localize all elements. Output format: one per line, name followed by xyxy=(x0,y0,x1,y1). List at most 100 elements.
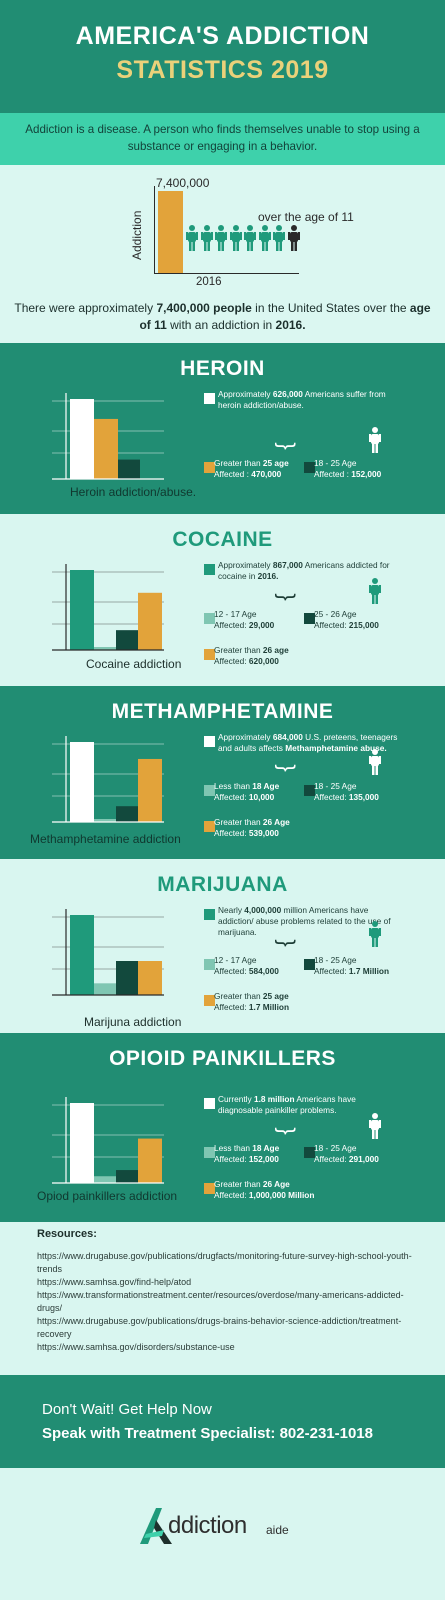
section-opioid-painkillers: OPIOID PAINKILLERS Opiod painkillers addi… xyxy=(0,1033,445,1222)
legend-item: Greater than 25 age Affected : 470,000 xyxy=(214,458,289,480)
legend-square-total xyxy=(204,393,215,404)
section-bar-chart xyxy=(46,391,166,481)
legend-group: 18 - 25 Age xyxy=(314,781,379,792)
legend-label-bold: 26 age xyxy=(262,645,289,655)
legend-label: Greater than xyxy=(214,645,263,655)
chart-bar xyxy=(116,806,138,822)
legend-item: 18 - 25 Age Affected: 1.7 Million xyxy=(314,955,389,977)
description-part: Currently xyxy=(218,1094,254,1104)
cta-banner: Don't Wait! Get Help Now Speak with Trea… xyxy=(0,1375,445,1468)
chart-svg xyxy=(52,736,164,823)
chart-caption: Heroin addiction/abuse. xyxy=(70,485,197,499)
legend-affected-label: Affected: xyxy=(214,1154,249,1164)
brace-icon: } xyxy=(274,939,300,947)
person-icon xyxy=(200,225,213,251)
legend-label: Greater than xyxy=(214,817,263,827)
legend-affected-value: 291,000 xyxy=(348,1154,379,1164)
resource-link[interactable]: https://www.drugabuse.gov/publications/d… xyxy=(37,1316,402,1339)
chart-caption: Opiod painkillers addiction xyxy=(37,1189,178,1203)
resource-link[interactable]: https://www.drugabuse.gov/publications/d… xyxy=(37,1251,412,1274)
legend-label: Greater than xyxy=(214,1179,263,1189)
logo-a-icon xyxy=(140,1508,172,1544)
legend-affected-value: 152,000 xyxy=(248,1154,279,1164)
legend-affected-label: Affected: xyxy=(214,620,249,630)
section-methamphetamine: METHAMPHETAMINE Methamphetamine addiction… xyxy=(0,686,445,859)
person-icon xyxy=(287,225,300,251)
chart-caption: Cocaine addiction xyxy=(86,657,182,671)
legend-item: 18 - 25 Age Affected: 291,000 xyxy=(314,1143,379,1165)
logo-wordmark: ddiction xyxy=(168,1512,247,1539)
section-title: HEROIN xyxy=(180,357,265,380)
person-icon xyxy=(369,1113,381,1139)
resource-link[interactable]: https://www.transformationstreatment.cen… xyxy=(37,1290,404,1313)
person-icon xyxy=(186,225,198,251)
legend-square xyxy=(204,649,215,660)
description-part: 2016. xyxy=(257,571,279,581)
legend-affected-value: 29,000 xyxy=(248,620,275,630)
resource-link[interactable]: https://www.samhsa.gov/find-help/atod xyxy=(37,1277,192,1287)
resource-link[interactable]: https://www.samhsa.gov/disorders/substan… xyxy=(37,1342,235,1352)
legend-label: 18 - 25 Age xyxy=(314,1143,357,1153)
legend-affected-label: Affected: xyxy=(314,966,349,976)
legend-affected: Affected: 539,000 xyxy=(214,828,290,839)
overview-axis-label: Addiction xyxy=(130,210,144,260)
section-description: Currently 1.8 million Americans have dia… xyxy=(218,1094,400,1116)
chart-bar xyxy=(138,758,162,822)
overview-bar-value: 7,400,000 xyxy=(156,176,210,190)
overview-people-label: over the age of 11 xyxy=(258,210,354,224)
summary-bold-3: 2016. xyxy=(275,318,306,332)
header: AMERICA'S ADDICTION STATISTICS 2019 xyxy=(0,0,445,113)
summary-mid-2: with an addiction in xyxy=(166,318,276,332)
legend-label-bold: 25 age xyxy=(262,458,289,468)
section-cocaine: COCAINE Cocaine addiction Approximately 86… xyxy=(0,514,445,686)
chart-bar xyxy=(94,647,116,650)
legend-item: Greater than 26 Age Affected: 1,000,000 M… xyxy=(214,1179,314,1201)
legend-affected-label: Affected : xyxy=(314,469,352,479)
section-bar-chart xyxy=(46,1095,166,1185)
legend-affected: Affected : 470,000 xyxy=(214,469,289,480)
chart-bar xyxy=(94,1176,116,1183)
legend-square xyxy=(304,785,315,796)
legend-affected: Affected: 29,000 xyxy=(214,620,274,631)
description-part: Americans suffer from heroin addiction/a… xyxy=(218,389,386,410)
person-icon xyxy=(229,225,242,251)
legend-label-bold: 18 Age xyxy=(252,781,280,791)
overview-summary: There were approximately 7,400,000 peopl… xyxy=(12,300,433,334)
legend-label: 25 - 26 Age xyxy=(314,609,357,619)
legend-label-bold: 18 Age xyxy=(252,1143,280,1153)
legend-affected-value: 584,000 xyxy=(248,966,279,976)
legend-affected: Affected: 152,000 xyxy=(214,1154,279,1165)
overview-y-axis xyxy=(154,186,155,274)
legend-group: Greater than 25 age xyxy=(214,991,289,1002)
brace-icon: } xyxy=(274,1127,300,1135)
legend-square-total xyxy=(204,564,215,575)
legend-affected-label: Affected: xyxy=(214,966,249,976)
chart-svg xyxy=(52,909,164,996)
legend-affected: Affected: 10,000 xyxy=(214,792,279,803)
legend-item: 25 - 26 Age Affected: 215,000 xyxy=(314,609,379,631)
person-icon xyxy=(273,225,285,251)
legend-label: 12 - 17 Age xyxy=(214,609,257,619)
title-line-2: STATISTICS 2019 xyxy=(116,56,329,84)
chart-bar xyxy=(94,418,118,479)
person-icon xyxy=(244,225,256,251)
cta-phone-line[interactable]: Speak with Treatment Specialist: 802-231… xyxy=(42,1425,373,1442)
chart-caption: Marijuna addiction xyxy=(84,1015,182,1029)
legend-group: Greater than 26 Age xyxy=(214,1179,314,1190)
legend-affected-label: Affected: xyxy=(214,1002,249,1012)
description-part: Methamphetamine abuse. xyxy=(285,743,387,753)
legend-label: Less than xyxy=(214,781,253,791)
legend-item: Greater than 25 age Affected: 1.7 Million xyxy=(214,991,289,1013)
description-part: Americans have diagnosable painkiller pr… xyxy=(218,1094,356,1115)
title-line-1: AMERICA'S ADDICTION xyxy=(75,22,370,50)
section-heroin: HEROIN Heroin addiction/abuse. Approximate… xyxy=(0,343,445,514)
overview-section xyxy=(0,165,445,350)
legend-square xyxy=(204,1147,215,1158)
person-icon xyxy=(258,225,271,251)
chart-svg xyxy=(52,564,164,651)
legend-square xyxy=(204,1183,215,1194)
legend-affected: Affected: 1.7 Million xyxy=(314,966,389,977)
legend-label: 18 - 25 Age xyxy=(314,458,357,468)
legend-square xyxy=(204,995,215,1006)
legend-group: 25 - 26 Age xyxy=(314,609,379,620)
